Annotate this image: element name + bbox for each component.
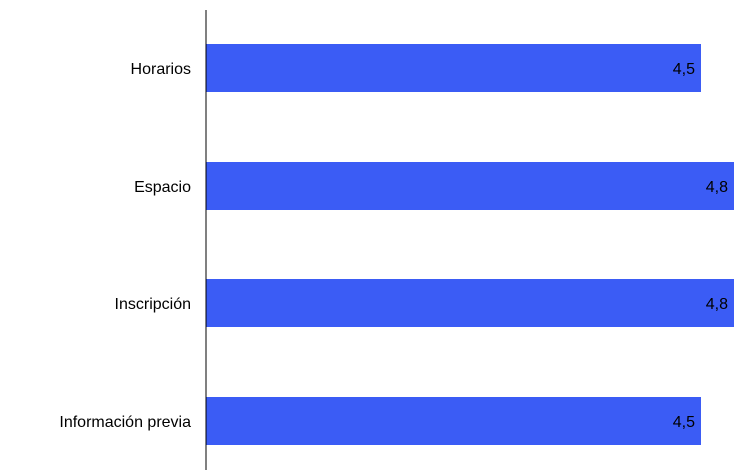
value-label-2: 4,8 — [706, 296, 728, 313]
bar-1 — [206, 162, 734, 210]
value-label-1: 4,8 — [706, 179, 728, 196]
value-label-0: 4,5 — [673, 61, 695, 78]
category-label-3: Información previa — [59, 414, 191, 431]
category-label-1: Espacio — [134, 179, 191, 196]
value-label-3: 4,5 — [673, 414, 695, 431]
bar-3 — [206, 397, 701, 445]
bar-2 — [206, 279, 734, 327]
bar-0 — [206, 44, 701, 92]
category-label-2: Inscripción — [115, 296, 191, 313]
category-label-0: Horarios — [131, 61, 191, 78]
value-labels-group: 4,5 4,8 4,8 4,5 — [673, 61, 728, 431]
bars-group — [206, 44, 734, 445]
category-labels-group: Horarios Espacio Inscripción Información pr… — [59, 61, 191, 431]
